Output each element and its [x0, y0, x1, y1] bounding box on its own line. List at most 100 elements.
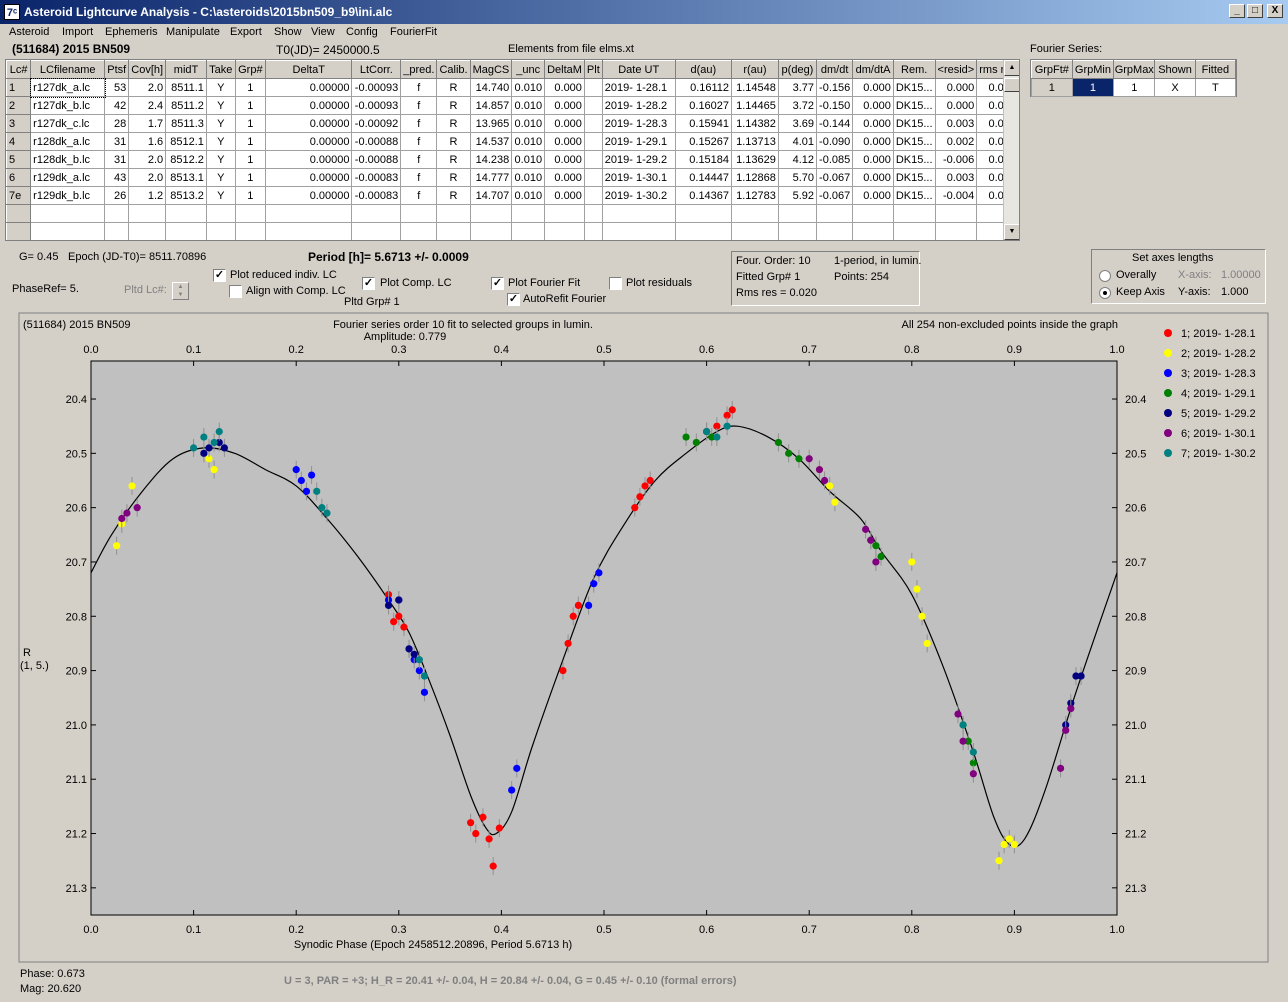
table-cell[interactable]: 0.000 — [544, 132, 585, 151]
table-cell[interactable]: 28 — [104, 114, 130, 133]
table-cell[interactable]: 2019- 1-28.2 — [601, 96, 676, 115]
table-cell[interactable]: Y — [205, 168, 236, 187]
column-header[interactable]: r(au) — [731, 60, 779, 79]
table-cell[interactable]: -0.00092 — [351, 114, 402, 133]
table-row[interactable]: 2 r127dk_b.lc 42 2.4 8511.2 Y 1 0.00000 -0.00093… — [6, 96, 1019, 115]
table-cell[interactable]: 8513.1 — [165, 168, 207, 187]
table-cell[interactable] — [104, 204, 130, 223]
table-cell[interactable]: 0.002 — [934, 132, 978, 151]
y-axis-value[interactable]: 1.000 — [1221, 286, 1249, 298]
table-row[interactable]: 1 r127dk_a.lc 53 2.0 8511.1 Y 1 0.00000 -0.00093… — [6, 77, 1019, 98]
table-cell[interactable]: 1 — [234, 96, 267, 115]
menu-fourierfit[interactable]: FourierFit — [390, 26, 438, 38]
table-cell[interactable] — [583, 114, 603, 133]
table-cell[interactable] — [583, 96, 603, 115]
fourier-cell[interactable]: 1 — [1113, 78, 1156, 97]
scroll-up-icon[interactable]: ▲ — [1004, 60, 1019, 76]
column-header[interactable]: dm/dt — [816, 60, 854, 79]
table-cell[interactable]: 2019- 1-28.1 — [601, 78, 676, 97]
table-row[interactable]: 3 r127dk_c.lc 28 1.7 8511.3 Y 1 0.00000 -0.00092… — [6, 114, 1019, 133]
table-cell[interactable]: 0.000 — [544, 186, 585, 205]
table-cell[interactable]: r129dk_a.lc — [30, 168, 106, 187]
table-cell[interactable]: 0.00000 — [265, 150, 353, 169]
table-cell[interactable] — [852, 222, 894, 240]
table-cell[interactable]: Y — [205, 132, 236, 151]
table-cell[interactable] — [816, 222, 854, 240]
table-cell[interactable]: 6 — [6, 168, 32, 187]
table-cell[interactable]: 0.000 — [852, 96, 894, 115]
plot-fourier-checkbox[interactable]: ✓ — [491, 277, 504, 290]
menu-asteroid[interactable]: Asteroid — [9, 26, 50, 38]
table-cell[interactable]: 0.00000 — [265, 96, 353, 115]
table-cell[interactable]: -0.00093 — [351, 96, 402, 115]
column-header[interactable]: LtCorr. — [351, 60, 402, 79]
column-header[interactable]: MagCS — [469, 60, 513, 79]
table-cell[interactable]: f — [400, 168, 438, 187]
fourier-cell[interactable]: 1 — [1031, 78, 1073, 97]
table-cell[interactable]: -0.067 — [816, 168, 854, 187]
spin-up-icon[interactable]: ▲ — [177, 284, 184, 290]
column-header[interactable]: <resid> — [934, 60, 978, 79]
table-cell[interactable]: DK15... — [892, 114, 936, 133]
table-cell[interactable]: 8513.2 — [165, 186, 207, 205]
table-cell[interactable]: 0.000 — [852, 78, 894, 97]
menu-manipulate[interactable]: Manipulate — [166, 26, 220, 38]
fourier-column-header[interactable]: Fitted — [1194, 60, 1237, 79]
table-cell[interactable]: 0.16027 — [674, 96, 733, 115]
table-cell[interactable]: 0.14447 — [674, 168, 733, 187]
table-cell[interactable] — [30, 204, 106, 223]
table-cell[interactable]: DK15... — [892, 132, 936, 151]
scroll-down-icon[interactable]: ▼ — [1004, 224, 1019, 240]
table-cell[interactable] — [777, 204, 818, 223]
table-cell[interactable]: -0.090 — [816, 132, 854, 151]
column-header[interactable]: Plt — [583, 60, 603, 79]
table-cell[interactable]: r128dk_a.lc — [30, 132, 106, 151]
fourier-cell[interactable]: X — [1154, 78, 1196, 97]
table-cell[interactable]: 1 — [234, 132, 267, 151]
table-cell[interactable]: f — [400, 150, 438, 169]
table-cell[interactable]: f — [400, 96, 438, 115]
column-header[interactable]: dm/dtA — [852, 60, 894, 79]
spin-down-icon[interactable]: ▼ — [177, 292, 184, 298]
table-cell[interactable]: 0.000 — [852, 114, 894, 133]
table-cell[interactable]: 0.000 — [934, 78, 978, 97]
column-header[interactable]: _unc — [511, 60, 546, 79]
table-cell[interactable]: 1.7 — [128, 114, 167, 133]
table-cell[interactable]: 8511.3 — [165, 114, 207, 133]
table-cell[interactable]: 1.12868 — [731, 168, 779, 187]
table-cell[interactable]: Y — [205, 186, 236, 205]
grid-scrollbar[interactable]: ▲ ▼ — [1003, 60, 1019, 240]
table-cell[interactable]: Y — [205, 150, 236, 169]
table-cell[interactable] — [583, 186, 603, 205]
table-cell[interactable]: 3.69 — [777, 114, 818, 133]
table-cell[interactable]: R — [436, 132, 471, 151]
overally-radio[interactable] — [1099, 270, 1111, 282]
table-cell[interactable]: -0.150 — [816, 96, 854, 115]
table-cell[interactable]: 13.965 — [469, 114, 513, 133]
column-header[interactable]: Ptsf — [104, 60, 130, 79]
table-cell[interactable] — [544, 204, 585, 223]
table-cell[interactable]: 0.000 — [852, 132, 894, 151]
fourier-cell[interactable]: 1 — [1071, 78, 1115, 97]
table-cell[interactable]: 14.238 — [469, 150, 513, 169]
menu-ephemeris[interactable]: Ephemeris — [105, 26, 158, 38]
table-cell[interactable]: r127dk_c.lc — [30, 114, 106, 133]
column-header[interactable]: Rem. — [892, 60, 936, 79]
table-cell[interactable] — [583, 150, 603, 169]
table-cell[interactable]: -0.00083 — [351, 186, 402, 205]
table-cell[interactable]: 2019- 1-28.3 — [601, 114, 676, 133]
table-cell[interactable]: 0.010 — [511, 114, 546, 133]
plot-reduced-checkbox[interactable]: ✓ — [213, 269, 226, 282]
table-cell[interactable]: 14.740 — [469, 78, 513, 97]
table-cell[interactable]: 31 — [104, 132, 130, 151]
table-cell[interactable] — [205, 222, 236, 240]
table-cell[interactable]: 1 — [234, 114, 267, 133]
table-cell[interactable]: 0.000 — [544, 78, 585, 97]
menu-show[interactable]: Show — [274, 26, 302, 38]
table-cell[interactable]: 8511.2 — [165, 96, 207, 115]
table-cell[interactable] — [265, 204, 353, 223]
table-cell[interactable]: DK15... — [892, 150, 936, 169]
keep-axis-radio[interactable] — [1099, 287, 1111, 299]
